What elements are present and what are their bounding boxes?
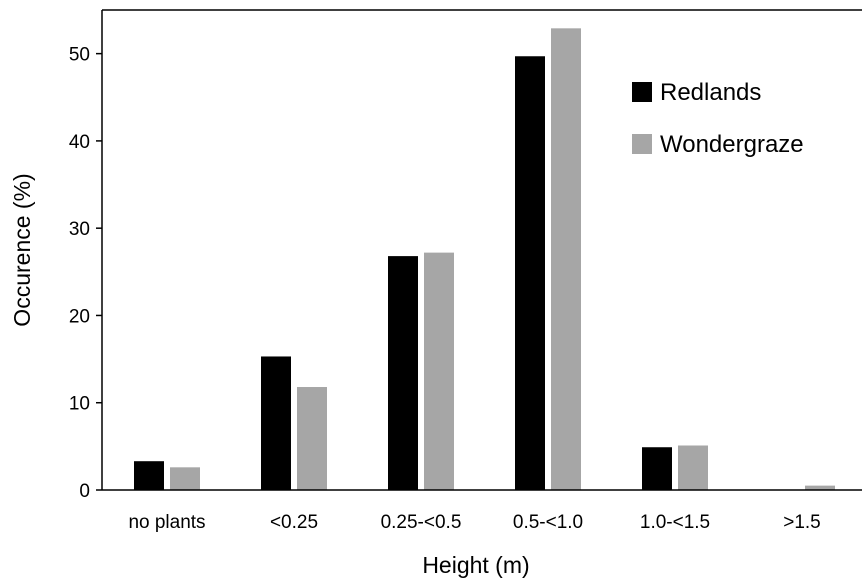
bar-redlands-2 [388,256,418,490]
x-tick-label: >1.5 [783,512,821,533]
y-tick-label: 40 [69,132,90,153]
bar-wondergraze-0 [170,467,200,490]
legend: Redlands Wondergraze [632,79,804,158]
legend-swatch-wondergraze [632,134,652,154]
bars-group [134,28,835,491]
bar-wondergraze-1 [297,387,327,490]
y-tick-label: 50 [69,45,90,66]
y-tick-label: 10 [69,394,90,415]
x-tick-label: 0.5-<1.0 [513,512,583,533]
x-tick-label: 0.25-<0.5 [381,512,462,533]
bar-wondergraze-5 [805,485,835,490]
legend-label-wondergraze: Wondergraze [660,131,804,158]
bar-wondergraze-4 [678,445,708,490]
bar-redlands-0 [134,461,164,490]
x-tick-label: no plants [128,512,205,533]
bar-wondergraze-2 [424,252,454,490]
y-axis-title: Occurence (%) [9,173,35,326]
x-ticks-group: no plants <0.25 0.25-<0.5 0.5-<1.0 1.0-<1.5 >… [128,512,820,533]
bar-redlands-4 [642,447,672,490]
x-tick-label: 1.0-<1.5 [640,512,710,533]
legend-label-redlands: Redlands [660,79,761,106]
y-tick-label: 0 [79,481,90,502]
legend-swatch-redlands [632,82,652,102]
x-axis-title: Height (m) [422,552,529,578]
y-tick-label: 20 [69,306,90,327]
bar-redlands-3 [515,56,545,490]
y-ticks-group: 0 10 20 30 40 50 [69,45,102,502]
bar-wondergraze-3 [551,28,581,491]
x-tick-label: <0.25 [270,512,318,533]
y-tick-label: 30 [69,219,90,240]
bar-redlands-1 [261,356,291,490]
